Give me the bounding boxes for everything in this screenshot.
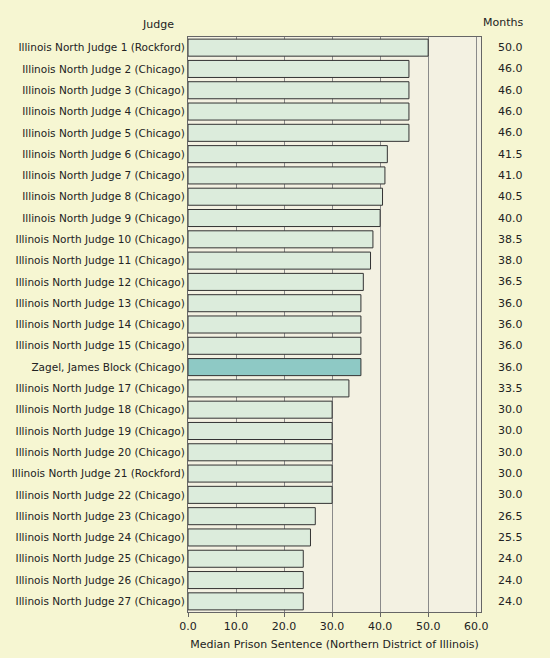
svg-text:Illinois North Judge 6 (Chicag: Illinois North Judge 6 (Chicago) <box>22 148 185 160</box>
svg-text:Illinois North Judge 19 (Chica: Illinois North Judge 19 (Chicago) <box>16 425 185 437</box>
svg-text:Illinois North Judge 24 (Chica: Illinois North Judge 24 (Chicago) <box>16 531 185 543</box>
svg-text:20.0: 20.0 <box>272 620 297 633</box>
svg-text:38.0: 38.0 <box>498 254 523 267</box>
svg-text:Illinois North Judge 13 (Chica: Illinois North Judge 13 (Chicago) <box>16 297 185 309</box>
svg-text:33.5: 33.5 <box>498 382 523 395</box>
svg-text:26.5: 26.5 <box>498 510 523 523</box>
svg-text:Illinois North Judge 3 (Chicag: Illinois North Judge 3 (Chicago) <box>22 84 185 96</box>
svg-text:30.0: 30.0 <box>320 620 345 633</box>
svg-text:Illinois North Judge 9 (Chicag: Illinois North Judge 9 (Chicago) <box>22 212 185 224</box>
svg-text:Illinois North Judge 1 (Rockfo: Illinois North Judge 1 (Rockford) <box>18 41 184 53</box>
svg-text:Illinois North Judge 8 (Chicag: Illinois North Judge 8 (Chicago) <box>22 190 185 202</box>
svg-text:50.0: 50.0 <box>498 41 523 54</box>
svg-text:Illinois North Judge 4 (Chicag: Illinois North Judge 4 (Chicago) <box>22 105 185 117</box>
svg-text:Illinois North Judge 22 (Chica: Illinois North Judge 22 (Chicago) <box>16 489 185 501</box>
svg-text:Judge: Judge <box>142 18 174 31</box>
svg-text:36.0: 36.0 <box>498 318 523 331</box>
svg-text:Illinois North Judge 10 (Chica: Illinois North Judge 10 (Chicago) <box>16 233 185 245</box>
svg-text:40.0: 40.0 <box>368 620 393 633</box>
svg-text:50.0: 50.0 <box>416 620 441 633</box>
svg-text:Illinois North Judge 25 (Chica: Illinois North Judge 25 (Chicago) <box>16 552 185 564</box>
svg-text:38.5: 38.5 <box>498 233 523 246</box>
svg-text:30.0: 30.0 <box>498 467 523 480</box>
svg-text:60.0: 60.0 <box>464 620 489 633</box>
svg-text:36.0: 36.0 <box>498 297 523 310</box>
svg-text:46.0: 46.0 <box>498 126 523 139</box>
svg-text:46.0: 46.0 <box>498 84 523 97</box>
svg-text:40.0: 40.0 <box>498 212 523 225</box>
svg-text:0.0: 0.0 <box>179 620 197 633</box>
svg-text:Months: Months <box>483 16 523 29</box>
svg-text:Illinois North Judge 15 (Chica: Illinois North Judge 15 (Chicago) <box>16 339 185 351</box>
svg-text:30.0: 30.0 <box>498 424 523 437</box>
svg-text:24.0: 24.0 <box>498 595 523 608</box>
svg-text:Illinois North Judge 21 (Rockf: Illinois North Judge 21 (Rockford) <box>12 467 185 479</box>
svg-text:24.0: 24.0 <box>498 552 523 565</box>
svg-text:Illinois North Judge 26 (Chica: Illinois North Judge 26 (Chicago) <box>16 574 185 586</box>
svg-text:Illinois North Judge 27 (Chica: Illinois North Judge 27 (Chicago) <box>16 595 185 607</box>
svg-text:Illinois North Judge 20 (Chica: Illinois North Judge 20 (Chicago) <box>16 446 185 458</box>
svg-text:Median Prison Sentence (Northe: Median Prison Sentence (Northern Distric… <box>190 638 478 651</box>
svg-text:36.0: 36.0 <box>498 339 523 352</box>
svg-text:36.5: 36.5 <box>498 275 523 288</box>
svg-text:41.5: 41.5 <box>498 148 523 161</box>
svg-text:40.5: 40.5 <box>498 190 523 203</box>
svg-text:30.0: 30.0 <box>498 488 523 501</box>
svg-text:Illinois North Judge 5 (Chicag: Illinois North Judge 5 (Chicago) <box>22 127 185 139</box>
svg-text:Illinois North Judge 14 (Chica: Illinois North Judge 14 (Chicago) <box>16 318 185 330</box>
svg-text:30.0: 30.0 <box>498 446 523 459</box>
svg-text:24.0: 24.0 <box>498 574 523 587</box>
svg-text:Illinois North Judge 7 (Chicag: Illinois North Judge 7 (Chicago) <box>22 169 185 181</box>
svg-text:Illinois North Judge 12 (Chica: Illinois North Judge 12 (Chicago) <box>16 276 185 288</box>
svg-text:Illinois North Judge 17 (Chica: Illinois North Judge 17 (Chicago) <box>16 382 185 394</box>
svg-text:46.0: 46.0 <box>498 62 523 75</box>
svg-text:10.0: 10.0 <box>224 620 249 633</box>
svg-text:36.0: 36.0 <box>498 361 523 374</box>
svg-text:46.0: 46.0 <box>498 105 523 118</box>
svg-text:Illinois North Judge 11 (Chica: Illinois North Judge 11 (Chicago) <box>16 254 185 266</box>
svg-text:Illinois North Judge 2 (Chicag: Illinois North Judge 2 (Chicago) <box>22 63 185 75</box>
svg-text:30.0: 30.0 <box>498 403 523 416</box>
svg-text:Illinois North Judge 18 (Chica: Illinois North Judge 18 (Chicago) <box>16 403 185 415</box>
svg-text:25.5: 25.5 <box>498 531 523 544</box>
svg-text:Zagel, James Block (Chicago): Zagel, James Block (Chicago) <box>31 361 185 373</box>
svg-text:41.0: 41.0 <box>498 169 523 182</box>
svg-text:Illinois North Judge 23 (Chica: Illinois North Judge 23 (Chicago) <box>16 510 185 522</box>
